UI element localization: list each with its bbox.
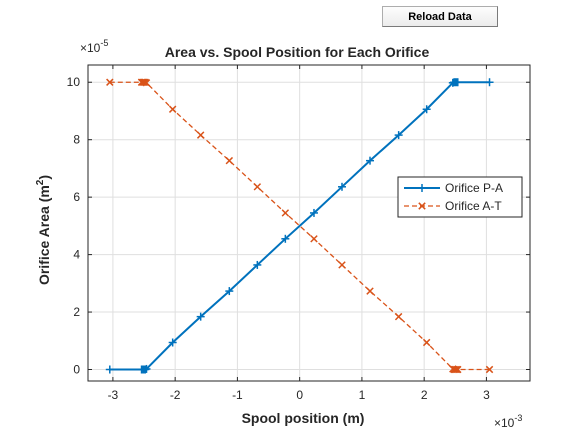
x-axis-exponent: ×10-3 [494, 413, 522, 430]
x-marker [366, 287, 374, 295]
series-layer [105, 78, 494, 374]
ticks: -3 -2 -1 0 1 2 3 0 2 4 6 8 10 [67, 65, 530, 402]
plus-marker [453, 78, 462, 87]
plus-marker [196, 312, 205, 321]
x-marker [310, 235, 318, 243]
y-tick-label: 2 [73, 305, 80, 319]
x-marker [394, 312, 403, 321]
plus-marker [105, 365, 114, 374]
plus-marker [142, 364, 151, 373]
x-marker [225, 156, 234, 165]
x-tick-label: 0 [296, 388, 303, 402]
y-axis-exponent: ×10-5 [80, 38, 108, 55]
legend: Orifice P-A Orifice A-T [397, 176, 523, 218]
legend-entry: Orifice A-T [404, 199, 502, 213]
x-marker [418, 202, 426, 210]
plus-marker [337, 182, 346, 191]
legend-label: Orifice P-A [445, 181, 503, 195]
plot-area [87, 64, 531, 382]
reload-data-button[interactable]: Reload Data [382, 6, 498, 27]
x-marker [452, 365, 461, 374]
x-axis-label: Spool position (m) [242, 410, 365, 426]
series-2 [106, 78, 494, 374]
x-marker [140, 78, 148, 86]
series-1 [105, 78, 494, 374]
y-tick-label: 6 [73, 190, 80, 204]
x-tick-label: -2 [170, 388, 181, 402]
legend-label: Orifice A-T [445, 199, 502, 213]
plus-marker [309, 208, 318, 217]
y-axis-label: Orifice Area (m2) [35, 175, 52, 285]
x-marker [196, 131, 205, 139]
x-marker [106, 78, 114, 86]
x-marker [168, 105, 177, 113]
chart-title: Area vs. Spool Position for Each Orifice [165, 44, 430, 60]
plus-marker [485, 78, 494, 87]
legend-entry: Orifice P-A [404, 181, 503, 195]
y-tick-label: 8 [73, 133, 80, 147]
plus-marker [418, 184, 426, 192]
x-marker [338, 261, 346, 269]
x-tick-label: 2 [421, 388, 428, 402]
y-tick-label: 4 [73, 248, 80, 262]
x-marker [422, 338, 431, 347]
x-marker [454, 365, 462, 374]
grid [88, 65, 530, 381]
x-marker [253, 183, 262, 191]
x-tick-label: 3 [483, 388, 490, 402]
plus-marker [253, 260, 262, 269]
plus-marker [168, 338, 177, 347]
plus-marker [225, 287, 234, 296]
y-tick-label: 0 [73, 363, 80, 377]
x-marker [451, 365, 460, 374]
plus-marker [366, 156, 375, 165]
plus-marker [394, 131, 403, 140]
plus-marker [281, 234, 290, 243]
x-tick-label: 1 [359, 388, 366, 402]
x-tick-label: -1 [232, 388, 243, 402]
legend-box [397, 176, 523, 218]
x-tick-label: -3 [108, 388, 119, 402]
x-marker [142, 79, 151, 87]
x-marker [485, 365, 494, 374]
x-marker [281, 209, 290, 217]
y-tick-label: 10 [67, 75, 81, 89]
plus-marker [422, 105, 431, 114]
